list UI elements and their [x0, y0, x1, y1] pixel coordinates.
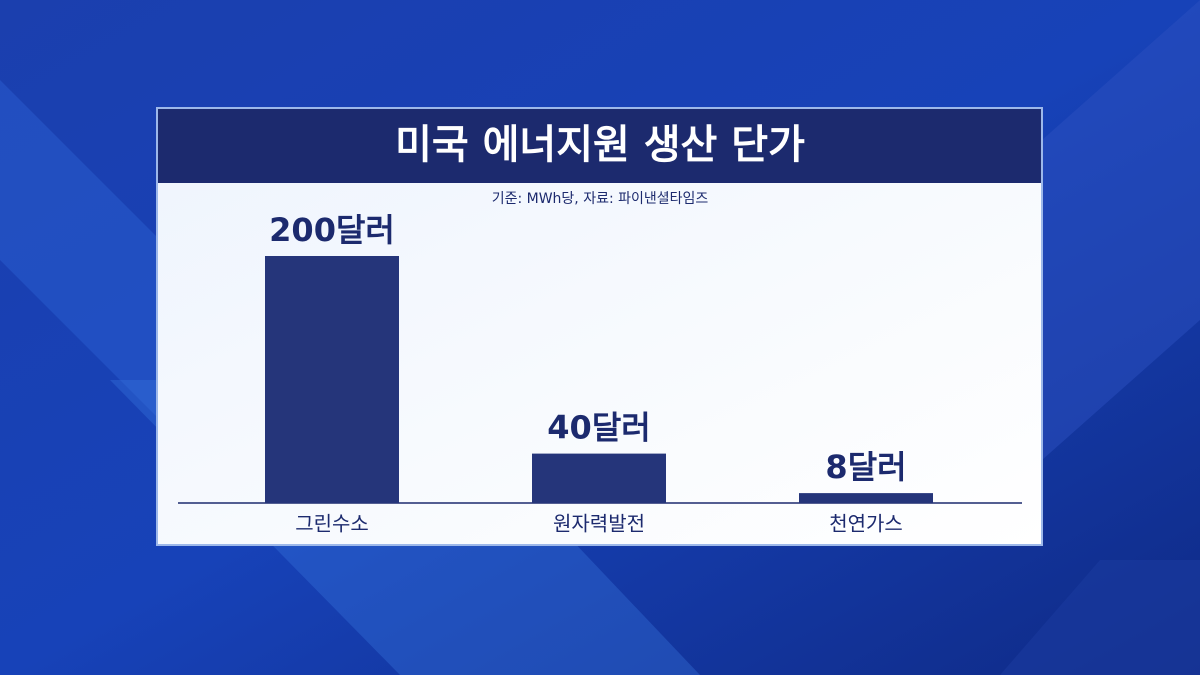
x-tick-label: 원자력발전	[553, 512, 645, 536]
bar	[799, 493, 933, 503]
chart-subtitle: 기준: MWh당, 자료: 파이낸셜타임즈	[492, 191, 709, 207]
value-label: 40달러	[547, 409, 650, 447]
value-label: 200달러	[269, 211, 395, 249]
bar	[265, 256, 399, 503]
value-label: 8달러	[825, 448, 906, 486]
title-bar	[158, 109, 1041, 183]
chart-title: 미국 에너지원 생산 단가	[395, 122, 805, 168]
x-tick-label: 천연가스	[829, 512, 903, 536]
x-tick-label: 그린수소	[295, 512, 369, 536]
bg-shape	[0, 80, 160, 420]
bg-shape	[1042, 0, 1200, 460]
bar	[532, 453, 666, 503]
bg-shape	[1000, 560, 1200, 675]
